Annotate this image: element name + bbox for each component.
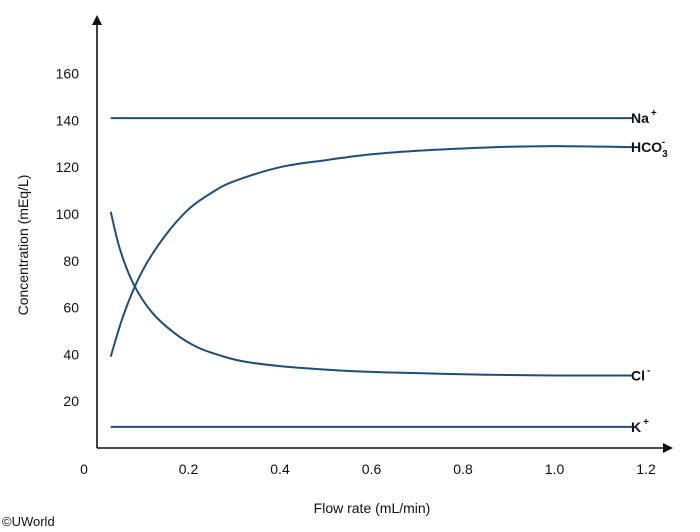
series-label-na: Na +	[631, 108, 657, 126]
series-label-k: K +	[631, 417, 649, 435]
series-labels: Na + HCO3- Cl - K +	[631, 108, 668, 435]
series-layer	[109, 117, 633, 428]
y-tick-label: 120	[56, 159, 80, 175]
x-tick-label: 0.6	[362, 461, 382, 477]
y-tick-label: 20	[63, 393, 79, 409]
axes: 0 0.2 0.4 0.6 0.8 1.0 1.2 20 40 60 80 100 120 140 160	[56, 15, 673, 477]
y-tick-label: 160	[56, 66, 80, 82]
x-tick-label: 1.0	[545, 461, 565, 477]
x-tick-label: 0.4	[270, 461, 290, 477]
series-line-hco	[109, 145, 633, 357]
series-label-cl: Cl -	[631, 365, 650, 383]
y-tick-label: 100	[56, 206, 80, 222]
y-tick-label: 140	[56, 112, 80, 128]
x-tick-label: 0	[80, 461, 88, 477]
x-axis-title: Flow rate (mL/min)	[314, 500, 431, 516]
y-axis-title: Concentration (mEq/L)	[15, 175, 31, 316]
y-tick-label: 40	[63, 346, 79, 362]
x-tick-label: 1.2	[636, 461, 656, 477]
copyright-credit: ©UWorld	[2, 514, 55, 529]
series-line-cl	[109, 211, 633, 377]
series-label-hco: HCO3-	[631, 137, 668, 160]
y-tick-label: 60	[63, 300, 79, 316]
x-tick-label: 0.2	[179, 461, 199, 477]
y-tick-label: 80	[63, 253, 79, 269]
x-tick-label: 0.8	[453, 461, 473, 477]
